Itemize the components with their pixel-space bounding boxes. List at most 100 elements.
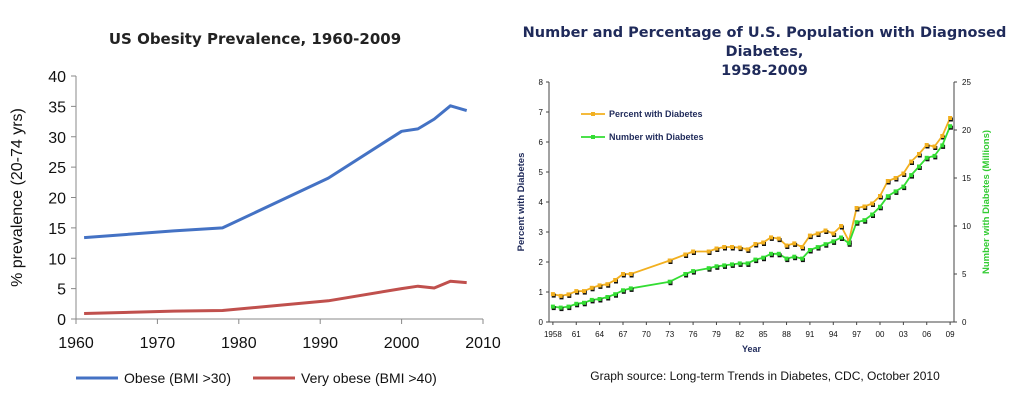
x-tick-label: 00: [876, 330, 885, 339]
data-point: [722, 245, 727, 249]
y-tick-label: 2: [539, 258, 544, 267]
data-point: [582, 289, 586, 294]
y-tick-label: 35: [48, 99, 66, 116]
data-point: [878, 204, 882, 209]
obesity-chart: US Obesity Prevalence, 1960-2009 0 5 10 15 2…: [0, 0, 505, 400]
data-point: [730, 245, 734, 249]
data-point: [924, 143, 929, 147]
x-tick-label: 76: [689, 330, 698, 339]
data-point: [558, 305, 563, 310]
x-tick-label: 2000: [384, 335, 420, 352]
data-point: [948, 116, 953, 120]
data-point: [683, 252, 688, 257]
y2-tick-label: 0: [962, 318, 967, 327]
x-tick-label: 1970: [140, 335, 176, 352]
data-point: [683, 272, 688, 276]
data-point: [940, 134, 945, 138]
y2-tick-label: 5: [962, 270, 967, 279]
y-tick-label: 8: [539, 78, 544, 87]
y-tick-label: 6: [539, 138, 544, 147]
data-point: [730, 262, 734, 267]
data-point: [815, 245, 820, 250]
data-point: [909, 173, 914, 178]
x-tick-label: 1990: [302, 335, 338, 352]
x-tick-label: 79: [712, 330, 721, 339]
y-tick-label: 1: [539, 288, 544, 297]
data-point: [870, 201, 875, 206]
y-axis-label: % prevalence (20-74 yrs): [9, 108, 26, 287]
data-point: [628, 286, 633, 291]
x-tick-label: 06: [922, 330, 931, 339]
obesity-chart-plot: 0 5 10 15 20 25 30 35 40 1960 1970 1980 1990 2000 2010…: [9, 69, 501, 386]
series-line: [552, 125, 951, 309]
data-point: [761, 255, 766, 260]
data-point: [550, 292, 555, 297]
data-point: [621, 272, 625, 276]
data-point: [924, 155, 929, 160]
data-point: [737, 245, 742, 250]
data-point: [948, 124, 953, 129]
data-point: [885, 179, 890, 183]
series-line: [83, 104, 468, 240]
x-tick-label: 1980: [221, 335, 257, 352]
y-tick-label: 3: [539, 228, 544, 237]
data-point: [784, 243, 789, 248]
data-point: [831, 231, 836, 236]
data-point: [667, 258, 672, 263]
y2-axis-label: Number with Diabetes (Millions): [981, 130, 992, 274]
data-point: [574, 289, 579, 294]
y2-tick-label: 25: [962, 78, 971, 87]
data-point: [878, 194, 882, 198]
legend-label: Percent with Diabetes: [609, 109, 703, 119]
y-tick-label: 5: [57, 282, 66, 299]
data-point: [628, 272, 633, 276]
legend-label: Obese (BMI >30): [124, 370, 231, 386]
data-point: [769, 235, 773, 240]
chart-title-line: 1958-2009: [721, 63, 808, 79]
data-point: [792, 254, 797, 259]
data-point: [909, 159, 914, 164]
data-point: [846, 241, 851, 246]
data-point: [761, 240, 766, 245]
y-axis-label: Percent with Diabetes: [516, 153, 527, 252]
data-point: [691, 269, 696, 274]
legend-label: Very obese (BMI >40): [301, 370, 437, 386]
data-point: [714, 246, 719, 251]
data-point: [901, 184, 906, 189]
data-point: [870, 212, 875, 217]
data-point: [582, 300, 586, 305]
data-point: [893, 176, 898, 180]
x-axis-label: Year: [742, 344, 762, 354]
x-tick-label: 97: [852, 330, 861, 339]
x-tick-label: 61: [572, 330, 581, 339]
data-point: [613, 292, 618, 297]
diabetes-chart: Number and Percentage of U.S. Population…: [505, 0, 1024, 400]
y-tick-label: 10: [48, 251, 66, 268]
series-line: [84, 279, 467, 315]
x-tick-label: 73: [665, 330, 674, 339]
data-point: [800, 256, 805, 261]
data-point: [815, 231, 820, 236]
data-point: [769, 251, 773, 256]
data-point: [885, 194, 890, 199]
data-point: [784, 256, 789, 261]
data-point: [862, 218, 867, 223]
data-point: [932, 144, 937, 149]
data-point: [901, 171, 906, 176]
data-point: [823, 242, 828, 247]
y-tick-label: 5: [539, 168, 544, 177]
data-point: [589, 297, 594, 302]
data-point: [605, 282, 610, 287]
data-point: [940, 143, 945, 148]
data-point: [667, 279, 672, 284]
y2-tick-label: 20: [962, 126, 971, 135]
x-tick-label: 64: [595, 330, 604, 339]
data-point: [839, 224, 844, 228]
data-point: [831, 239, 836, 244]
y-tick-label: 15: [48, 221, 66, 238]
data-point: [605, 295, 610, 299]
data-point: [823, 228, 828, 233]
data-point: [792, 241, 797, 246]
y-tick-label: 40: [48, 69, 66, 86]
data-point: [800, 245, 805, 249]
